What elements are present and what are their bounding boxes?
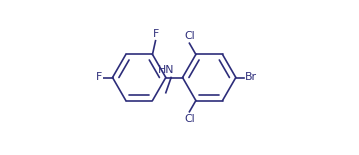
Text: Br: Br xyxy=(245,73,257,82)
Text: HN: HN xyxy=(158,65,174,75)
Text: Cl: Cl xyxy=(184,31,195,41)
Text: Cl: Cl xyxy=(184,114,195,124)
Text: F: F xyxy=(95,73,102,82)
Text: F: F xyxy=(153,29,159,39)
